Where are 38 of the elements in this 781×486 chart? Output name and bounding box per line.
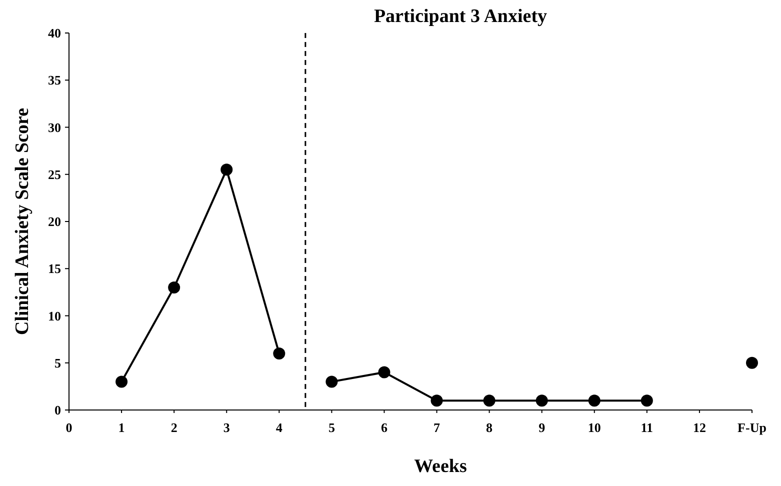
point — [640, 394, 653, 407]
chart-title: Participant 3 Anxiety — [374, 6, 548, 27]
point — [588, 394, 600, 407]
point — [378, 366, 390, 378]
point — [746, 356, 758, 369]
y-tick-label: 25 — [48, 166, 62, 182]
point — [430, 394, 443, 407]
x-tick-label: 12 — [692, 420, 706, 435]
point — [326, 376, 338, 388]
y-tick-label: 40 — [48, 26, 61, 41]
point — [536, 394, 548, 407]
y-tick-label: 0 — [54, 402, 61, 418]
x-tick-label: 0 — [66, 420, 72, 435]
y-tick-label: 20 — [48, 214, 61, 230]
x-tick-label: 9 — [538, 420, 546, 435]
y-tick-label: 30 — [48, 120, 61, 135]
x-axis-title: Weeks — [414, 456, 467, 477]
x-tick-label: 7 — [434, 420, 441, 435]
x-tick-label: 10 — [588, 420, 601, 435]
point — [220, 164, 233, 176]
x-tick-label: 4 — [276, 420, 283, 435]
x-tick-label: 11 — [640, 420, 654, 435]
x-tick-label: 3 — [223, 420, 230, 435]
x-tick-label: 2 — [170, 420, 178, 435]
x-tick-label: 1 — [118, 420, 125, 435]
y-tick-label: 10 — [48, 308, 61, 324]
x-tick-label: 5 — [328, 420, 336, 435]
y-tick-label: 35 — [48, 72, 62, 88]
point — [273, 347, 286, 360]
x-tick-label: F-Up — [738, 420, 766, 435]
point — [483, 394, 496, 407]
x-tick-label: 8 — [486, 420, 494, 435]
y-axis-title: Clinical Anxiety Scale Score — [12, 108, 33, 336]
point — [168, 281, 180, 294]
y-tick-label: 15 — [48, 261, 62, 276]
x-tick-label: 6 — [380, 420, 388, 435]
point — [116, 376, 128, 388]
y-tick-label: 5 — [54, 355, 62, 370]
